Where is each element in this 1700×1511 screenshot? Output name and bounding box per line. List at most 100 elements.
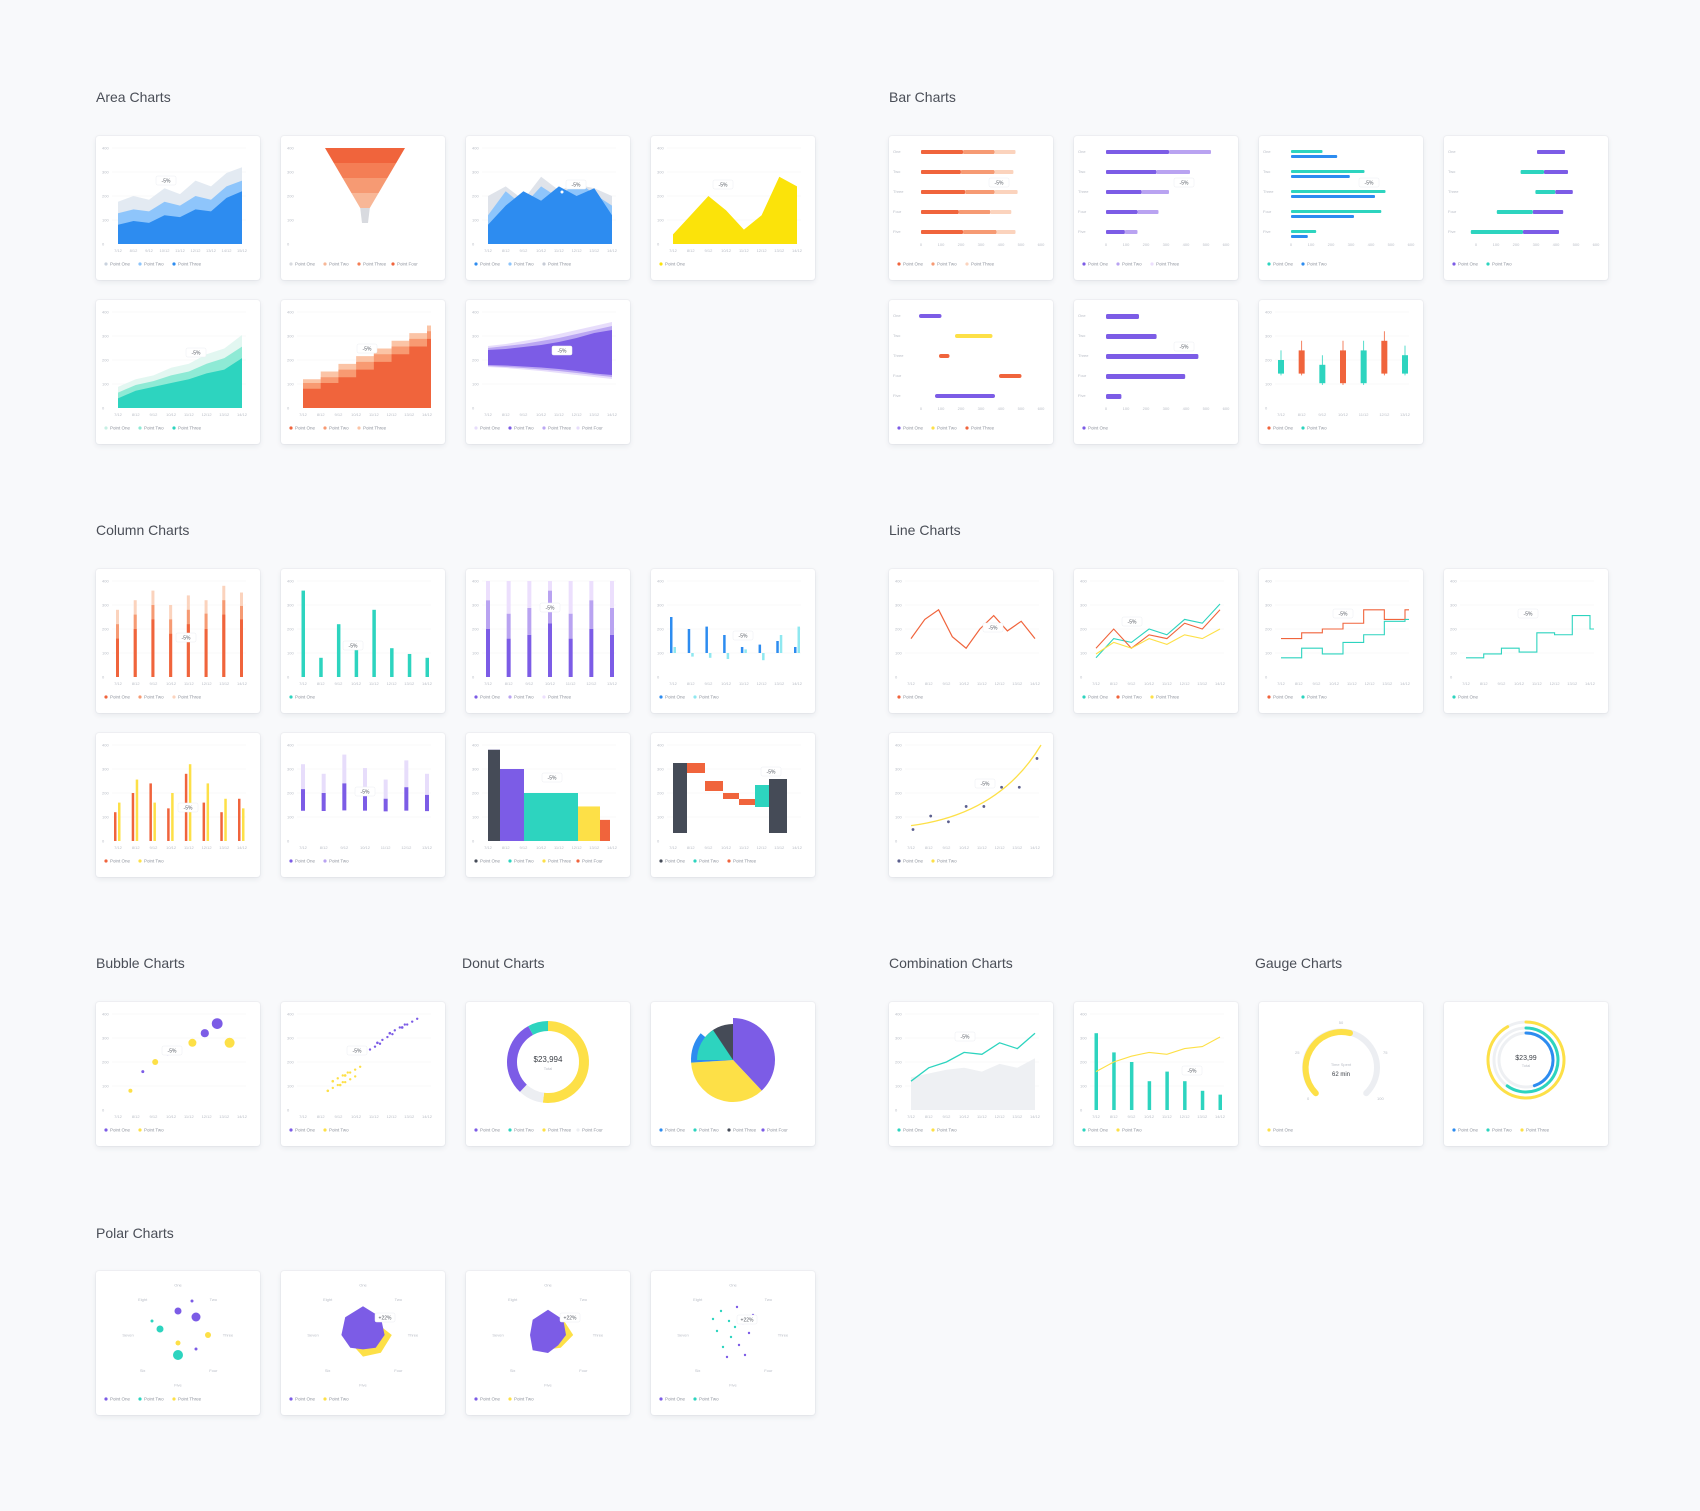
chart-card-range[interactable]: One Two Three Four Five 0 100 200 300 400 500 600 Po… (889, 300, 1053, 444)
legend-marker (542, 1128, 546, 1132)
chart-card-multi[interactable]: 0 100 200 300 400 7/12 8/12 9/12 10/12 11/12 12/12… (1074, 569, 1238, 713)
y-tick-label: 100 (657, 651, 664, 656)
chart-card-grouped-horizontal[interactable]: One Two Three Four Five 0 100 200 300 400 500 600 -5… (1259, 136, 1423, 280)
chart-card-column-range[interactable]: 0 100 200 300 400 7/12 8/12 9/12 10/12 11/12 12/12… (281, 733, 445, 877)
chart-card-column-grouped[interactable]: 0 100 200 300 400 7/12 8/12 9/12 10/12 11/12 12/12… (96, 569, 260, 713)
bar (404, 760, 409, 800)
tooltip-label: -5% (184, 806, 193, 812)
chart-card-single-area[interactable]: 0 100 200 300 400 7/12 8/12 9/12 10/12 11/12 12/12… (651, 136, 815, 280)
legend-marker (897, 426, 901, 430)
x-tick-label: 13/12 (774, 845, 785, 850)
data-point (559, 189, 565, 195)
chart-card-gauge[interactable]: 0 25 50 75 100 Time Spent 62 min Point One (1259, 1002, 1423, 1146)
chart-card-column-line[interactable]: 0 100 200 300 400 7/12 8/12 9/12 10/12 11/12 12/12… (1074, 1002, 1238, 1146)
chart-card-step-area[interactable]: 0 100 200 300 400 7/12 8/12 9/12 10/12 11/12 12/12… (281, 300, 445, 444)
polar-category-label: Three (408, 1333, 419, 1338)
x-tick-label: 8/12 (132, 845, 141, 850)
y-tick-label: 300 (657, 170, 664, 175)
chart-card-stacked-horizontal[interactable]: One Two Three Four Five 0 100 200 300 400 500 600 -5… (1074, 136, 1238, 280)
chart-card-stacked-area[interactable]: 0 100 200 300 400 7/12 8/12 9/12 10/12 11/12 12/12… (96, 136, 260, 280)
chart-card-polar-bubble[interactable]: One Two Three Four Five Six Seven Eight Point On… (96, 1271, 260, 1415)
chart-card-bubble[interactable]: 0 100 200 300 400 7/12 8/12 9/12 10/12 11/12 12/12… (96, 1002, 260, 1146)
chart-card-diverging[interactable]: One Two Three Four Five 0 100 200 300 400 500 600 Po… (1444, 136, 1608, 280)
category-label: Three (893, 189, 904, 194)
y-tick-label: 0 (1450, 675, 1453, 680)
candle-body (1298, 350, 1305, 374)
y-tick-label: 300 (472, 603, 479, 608)
x-tick-label: 9/12 (1498, 681, 1507, 686)
legend-label: Point Three (1156, 695, 1180, 700)
chart-card-stream[interactable]: 0 100 200 300 400 7/12 8/12 9/12 10/12 11/12 12/12… (466, 300, 630, 444)
chart-card-line-area[interactable]: 0 100 200 300 400 7/12 8/12 9/12 10/12 11/12 12/12… (889, 1002, 1053, 1146)
line-series (1281, 609, 1409, 640)
chart-card-pie[interactable]: Point One Point Two Point Three Point Four (651, 1002, 815, 1146)
tooltip-label: -5% (548, 776, 557, 782)
chart-card-horizontal[interactable]: One Two Three Four Five 0 100 200 300 400 500 600 -5… (1074, 300, 1238, 444)
chart-card-donut[interactable]: $23,994 Total Point One Point Two Point Thre… (466, 1002, 630, 1146)
x-tick-label: 7/12 (114, 248, 123, 253)
chart-card-candlestick[interactable]: 0 100 200 300 400 7/12 8/12 9/12 10/12 11/12 12/12… (1259, 300, 1423, 444)
bar (301, 590, 305, 677)
legend-marker (542, 695, 546, 699)
chart-card-polar-area[interactable]: One Two Three Four Five Six Seven Eight +22% Poin… (281, 1271, 445, 1415)
chart-card-waterfall[interactable]: 0 100 200 300 400 7/12 8/12 9/12 10/12 11/12 12/12… (651, 733, 815, 877)
chart-card-column[interactable]: 0 100 200 300 400 7/12 8/12 9/12 10/12 11/12 12/12… (281, 569, 445, 713)
bar (963, 150, 995, 154)
x-tick-label: 7/12 (299, 1114, 308, 1119)
x-tick-label: 11/12 (369, 681, 379, 686)
chart-card-step[interactable]: 0 100 200 300 400 7/12 8/12 9/12 10/12 11/12 12/12… (1444, 569, 1608, 713)
x-tick-label: 200 (958, 242, 965, 247)
x-tick-label: 14/12 (422, 681, 433, 686)
category-label: One (1078, 313, 1086, 318)
y-tick-label: 100 (102, 382, 109, 387)
chart-card-polar-area[interactable]: One Two Three Four Five Six Seven Eight +22% Poin… (466, 1271, 630, 1415)
x-tick-label: 9/12 (943, 845, 952, 850)
chart-svg: 0 100 200 300 400 7/12 8/12 9/12 10/12 11/12 12/12… (287, 310, 433, 431)
chart-card-single[interactable]: 0 100 200 300 400 7/12 8/12 9/12 10/12 11/12 12/12… (889, 569, 1053, 713)
legend-label: Point Two (699, 695, 719, 700)
chart-card-regression[interactable]: 0 100 200 300 400 7/12 8/12 9/12 10/12 11/12 12/12… (889, 733, 1053, 877)
chart-card-polar-scatter[interactable]: One Two Three Four Five Six Seven Eight +22% Poin… (651, 1271, 815, 1415)
x-tick-label: 13/12 (607, 681, 618, 686)
y-tick-label: 100 (472, 382, 479, 387)
chart-svg: One Two Three Four Five 0 100 200 300 400 500 600 Po… (1448, 149, 1600, 267)
chart-svg: 0 100 200 300 400 7/12 8/12 9/12 10/12 11/12 12/12… (287, 579, 433, 700)
chart-card-column-posneg[interactable]: 0 100 200 300 400 7/12 8/12 9/12 10/12 11/12 12/12… (651, 569, 815, 713)
x-tick-label: 9/12 (145, 248, 154, 253)
x-tick-label: 13/12 (774, 248, 785, 253)
y-tick-label: 100 (1080, 651, 1087, 656)
x-tick-label: 12/12 (1379, 412, 1390, 417)
tooltip-box (982, 622, 1004, 633)
legend-label: Point One (295, 426, 316, 431)
chart-card-scatter[interactable]: 0 100 200 300 400 7/12 8/12 9/12 10/12 11/12 12/12… (281, 1002, 445, 1146)
legend-marker (1301, 262, 1305, 266)
bar (116, 638, 119, 677)
chart-card-histogram[interactable]: 0 100 200 300 400 7/12 8/12 9/12 10/12 11/12 12/12… (466, 733, 630, 877)
chart-card-column-stacked[interactable]: 0 100 200 300 400 7/12 8/12 9/12 10/12 11/12 12/12… (466, 569, 630, 713)
x-tick-label: 9/12 (705, 681, 714, 686)
x-tick-label: 10/12 (1514, 681, 1525, 686)
legend-label: Point Three (971, 262, 995, 267)
chart-card-column-grouped[interactable]: 0 100 200 300 400 7/12 8/12 9/12 10/12 11/12 12/12… (96, 733, 260, 877)
bar (610, 607, 614, 635)
gauge-tick-label: 75 (1383, 1050, 1388, 1055)
chart-card-stacked-horizontal[interactable]: One Two Three Four Five 0 100 200 300 400 500 600 -5… (889, 136, 1053, 280)
chart-card-stacked-area[interactable]: 0 100 200 300 400 7/12 8/12 9/12 10/12 11/12 12/12… (96, 300, 260, 444)
chart-card-funnel[interactable]: 0 100 200 300 400 Point One Point Two Point Thr… (281, 136, 445, 280)
x-tick-label: 7/12 (1092, 681, 1101, 686)
y-tick-label: 100 (895, 1084, 902, 1089)
y-tick-label: 100 (1265, 382, 1272, 387)
tooltip-box (185, 347, 207, 358)
x-tick-label: 9/12 (150, 412, 159, 417)
category-label: Three (1078, 353, 1089, 358)
chart-card-step[interactable]: 0 100 200 300 400 7/12 8/12 9/12 10/12 11/12 12/12… (1259, 569, 1423, 713)
chart-card-smooth-area[interactable]: 0 100 200 300 400 7/12 8/12 9/12 10/12 11/12 12/12… (466, 136, 630, 280)
polar-category-label: Two (580, 1297, 588, 1302)
legend-marker (897, 1128, 901, 1132)
category-label: One (893, 313, 901, 318)
bar (171, 793, 174, 841)
legend-label: Point Two (514, 859, 534, 864)
chart-card-radial[interactable]: $23,99 Total Point One Point Two Point Three (1444, 1002, 1608, 1146)
bar (960, 170, 995, 174)
x-tick-label: 13/12 (1567, 681, 1578, 686)
